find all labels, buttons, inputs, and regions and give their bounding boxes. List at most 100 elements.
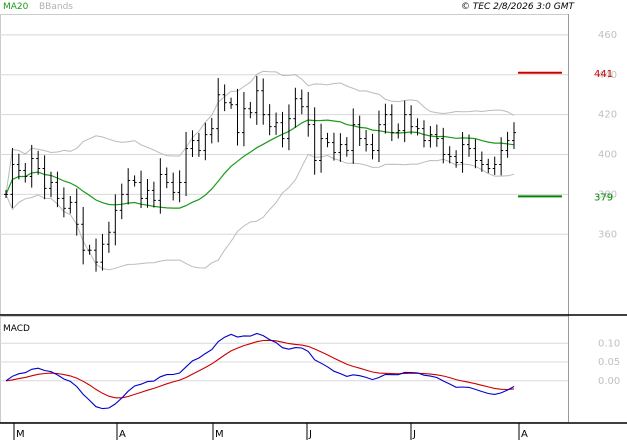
- price-bar: [171, 172, 176, 201]
- legend-bbands: BBands: [39, 2, 73, 12]
- price-bar: [344, 137, 349, 157]
- price-bar: [286, 104, 291, 151]
- price-bar: [499, 137, 504, 176]
- price-bar: [254, 75, 259, 125]
- price-bar: [158, 158, 163, 214]
- price-tick-label: 440: [598, 70, 617, 81]
- bbands-series: [5, 70, 515, 271]
- price-bar: [421, 120, 426, 148]
- price-bar: [492, 156, 497, 175]
- bband-upper-line: [5, 70, 515, 195]
- price-bar: [376, 110, 381, 163]
- price-bar: [454, 150, 459, 168]
- price-bar: [351, 108, 356, 164]
- macd-tick-label: 0.10: [598, 338, 620, 349]
- macd-tick-label: 0.00: [598, 376, 620, 387]
- price-bar: [512, 122, 516, 150]
- price-bar: [203, 122, 208, 161]
- price-bar: [441, 127, 446, 164]
- macd-line: [5, 332, 515, 410]
- price-bar: [460, 132, 465, 173]
- price-bar: [306, 92, 311, 137]
- price-bar: [100, 233, 105, 271]
- price-bar: [23, 163, 28, 183]
- price-bar: [177, 170, 182, 203]
- price-bar: [293, 87, 298, 128]
- price-bar: [331, 132, 336, 161]
- month-label: A: [521, 429, 528, 440]
- level-lines: 441 379: [518, 69, 613, 203]
- price-bar: [55, 171, 60, 208]
- price-bar: [190, 130, 195, 157]
- price-bar: [49, 171, 54, 198]
- price-bars: [4, 75, 516, 272]
- month-label: M: [16, 429, 25, 440]
- price-bar: [209, 117, 214, 144]
- price-bar: [248, 101, 253, 119]
- price-bar: [106, 221, 111, 253]
- price-bar: [486, 158, 491, 174]
- price-bar: [319, 123, 324, 173]
- price-bar: [364, 130, 369, 152]
- price-bar: [139, 170, 144, 209]
- price-bar: [261, 78, 266, 125]
- price-bar: [428, 126, 433, 148]
- bband-lower-line: [5, 153, 515, 271]
- macd-panel-frame: [0, 316, 569, 423]
- price-tick-label: 360: [598, 229, 617, 240]
- price-bar: [299, 89, 304, 115]
- price-bar: [396, 123, 401, 139]
- price-tick-label: 400: [598, 150, 617, 161]
- ma20-series: [5, 119, 515, 209]
- price-tick-label: 460: [598, 30, 617, 41]
- price-bar: [216, 78, 221, 143]
- price-bar: [267, 104, 272, 136]
- price-bar: [151, 181, 156, 208]
- price-bar: [338, 133, 343, 162]
- price-bar: [235, 88, 240, 146]
- price-bar: [389, 104, 394, 142]
- price-bar: [196, 132, 201, 157]
- price-bar: [479, 151, 484, 172]
- price-bar: [68, 196, 73, 214]
- price-bar: [36, 150, 41, 175]
- price-bar: [119, 183, 124, 220]
- price-bar: [312, 107, 317, 175]
- price-tick-label: 380: [598, 189, 617, 200]
- price-bar: [164, 167, 169, 189]
- level-label: 379: [594, 192, 613, 203]
- price-bar: [505, 131, 510, 158]
- price-bar: [222, 84, 227, 112]
- legend-ma20: MA20: [3, 2, 29, 12]
- price-bar: [241, 92, 246, 147]
- price-bar: [434, 124, 439, 147]
- price-bar: [94, 238, 99, 272]
- price-bar: [113, 194, 118, 246]
- price-bar: [61, 187, 66, 218]
- price-grid: 460 440 420 400 380 360: [0, 30, 617, 240]
- price-bar: [126, 168, 131, 205]
- price-bar: [274, 112, 279, 135]
- price-bar: [370, 133, 375, 160]
- price-bar: [473, 139, 478, 169]
- price-bar: [280, 111, 285, 148]
- price-bar: [409, 105, 414, 135]
- macd-grid: 0.10 0.05 0.00: [0, 338, 620, 387]
- ma20-line: [5, 119, 515, 209]
- price-tick-label: 420: [598, 110, 617, 121]
- price-bar: [81, 206, 86, 265]
- macd-series: [5, 332, 515, 410]
- macd-tick-label: 0.05: [598, 357, 620, 368]
- price-bar: [42, 155, 47, 200]
- price-bar: [74, 188, 79, 236]
- price-bar: [184, 131, 189, 197]
- month-label: A: [119, 429, 126, 440]
- price-bar: [325, 132, 330, 148]
- month-label: M: [215, 429, 224, 440]
- price-bar: [383, 103, 388, 134]
- price-bar: [402, 100, 407, 143]
- price-bar: [4, 190, 8, 198]
